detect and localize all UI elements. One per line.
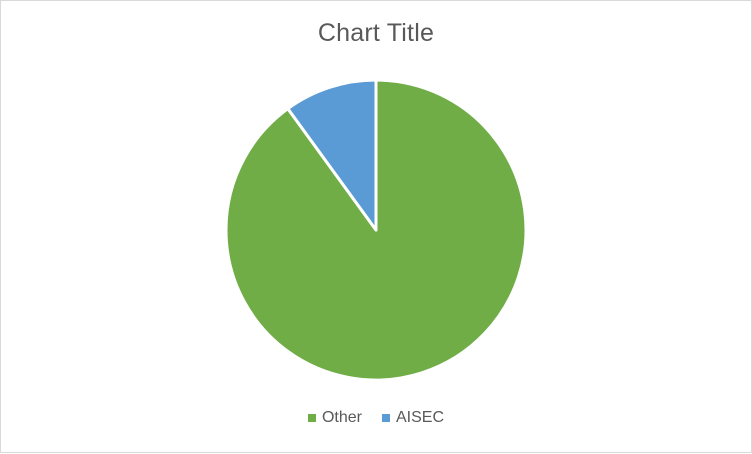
legend-label-aisec: AISEC — [396, 409, 445, 426]
legend-label-other: Other — [321, 409, 362, 426]
legend-swatch-other — [307, 414, 316, 422]
pie-slices — [224, 78, 528, 382]
chart-title: Chart Title — [317, 19, 435, 47]
legend-item-aisec: AISEC — [382, 409, 444, 427]
legend-swatch-aisec — [382, 414, 390, 422]
legend-item-other: Other — [307, 409, 362, 427]
pie-slice-aisec — [286, 78, 378, 232]
chart-legend: Other AISEC — [1, 409, 751, 427]
